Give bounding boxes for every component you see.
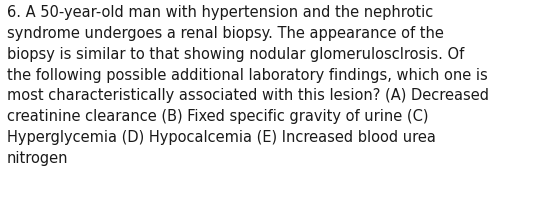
Text: 6. A 50-year-old man with hypertension and the nephrotic
syndrome undergoes a re: 6. A 50-year-old man with hypertension a… <box>7 5 489 166</box>
